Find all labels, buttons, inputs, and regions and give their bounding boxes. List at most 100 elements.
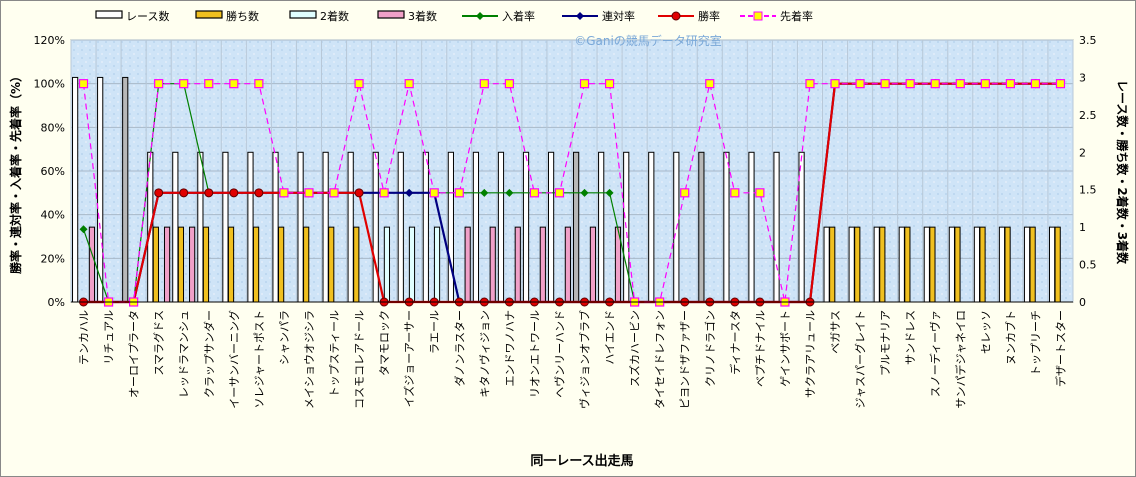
legend-label-入着率: 入着率 [502,9,535,23]
x-tick-label: ゲインサボート [779,310,792,387]
x-tick-label: リオンエトワール [528,310,541,398]
bar-3着数 [464,226,471,303]
bar-レース数 [172,151,179,303]
bar-勝ち数 [353,226,360,303]
point-勝率 [154,188,164,198]
bar-勝ち数 [879,226,886,303]
point-先着率 [930,79,940,89]
point-先着率 [955,79,965,89]
x-tick-label: ベプチドナイル [754,310,767,387]
y-left-tick-label: 20% [41,252,65,265]
bar-レース数 [723,151,730,303]
x-tick-label: デザートスター [1053,310,1067,387]
point-先着率 [404,79,414,89]
bar-勝ち数 [227,226,235,303]
point-先着率 [204,79,214,89]
x-tick-label: ソレジャートポスト [253,310,266,408]
bar-レース数 [698,151,705,303]
point-入着率 [605,188,614,197]
bar-レース数 [472,151,480,303]
bar-勝ち数 [202,226,210,303]
y-right-tick-label: 3 [1079,71,1086,84]
point-先着率 [579,79,590,89]
point-先着率 [379,188,389,198]
point-先着率 [454,188,464,198]
bar-レース数 [547,151,555,303]
y-right-tick-label: 3.5 [1079,34,1097,47]
legend-swatch-勝ち数 [195,10,223,19]
x-tick-label: サンドレス [904,310,917,365]
x-tick-label: リチュアル [103,310,116,365]
point-先着率 [680,188,690,198]
x-tick-label: キタノヴィジョン [477,310,491,398]
x-tick-label: トップリーチ [1029,310,1042,376]
legend-swatch-3着数 [377,10,405,19]
x-tick-label: サクラアリュール [804,310,817,398]
point-先着率 [554,188,565,198]
bar-勝ち数 [954,226,961,303]
y-left-tick-label: 120% [34,34,65,47]
bar-勝ち数 [177,226,185,303]
bar-レース数 [197,151,204,303]
x-tick-label: タマモロック [378,310,391,376]
bar-レース数 [297,151,304,303]
bar-レース数 [848,226,855,303]
point-先着率 [730,188,740,198]
bar-勝ち数 [328,226,335,303]
legend: レース数 勝ち数 2着数 3着数 入着率 連対率 勝率 先着率 [95,9,813,23]
x-tick-label: サンパデジャネイロ [953,310,967,408]
legend-marker-連対率 [576,12,584,20]
bar-レース数 [1023,226,1031,303]
point-先着率 [304,188,314,198]
x-tick-label: スズカハービン [628,310,642,387]
bar-2着数 [433,226,441,303]
bar-勝ち数 [278,226,285,303]
point-先着率 [905,79,915,89]
bar-勝ち数 [929,226,936,303]
point-先着率 [1005,79,1015,89]
y-left-tick-label: 80% [41,121,65,134]
bar-3着数 [189,226,196,303]
point-先着率 [880,79,890,89]
x-tick-label: レッドラマンシュ [178,310,191,398]
point-先着率 [529,188,540,198]
point-先着率 [705,79,715,89]
x-axis-title: 同一レース出走馬 [530,453,633,469]
x-tick-label: プルモナリア [879,310,892,376]
point-勝率 [204,188,214,198]
x-tick-label: ディナースタ [728,310,742,375]
bar-レース数 [998,226,1006,303]
bar-レース数 [598,151,605,303]
bar-レース数 [522,151,530,303]
bar-3着数 [539,226,546,303]
point-先着率 [354,79,364,89]
y-right-tick-label: 2 [1079,146,1086,159]
bar-レース数 [923,226,930,303]
bar-勝ち数 [1029,226,1036,303]
bar-レース数 [748,151,755,303]
bar-3着数 [88,226,96,303]
bar-勝ち数 [854,226,861,303]
point-入着率 [505,188,514,197]
point-勝率 [354,188,364,198]
x-tick-label: セレッソ [979,310,992,354]
point-先着率 [1055,79,1066,89]
y-right-tick-label: 2.5 [1079,109,1097,122]
legend-marker-先着率 [753,11,763,21]
point-入着率 [79,225,88,234]
bar-レース数 [873,226,880,303]
legend-label-勝ち数: 勝ち数 [226,9,259,23]
point-先着率 [805,79,815,89]
line-layer [78,79,1066,307]
x-tick-label: ピヨンドザファザー [679,310,692,409]
bar-3着数 [589,226,597,303]
bar-勝ち数 [252,226,260,303]
bar-レース数 [823,226,830,303]
legend-label-連対率: 連対率 [602,9,635,23]
bar-3着数 [163,226,171,303]
point-連対率 [405,188,414,197]
bar-レース数 [648,151,655,303]
bar-レース数 [372,151,379,303]
point-先着率 [479,79,489,89]
point-先着率 [254,79,264,89]
